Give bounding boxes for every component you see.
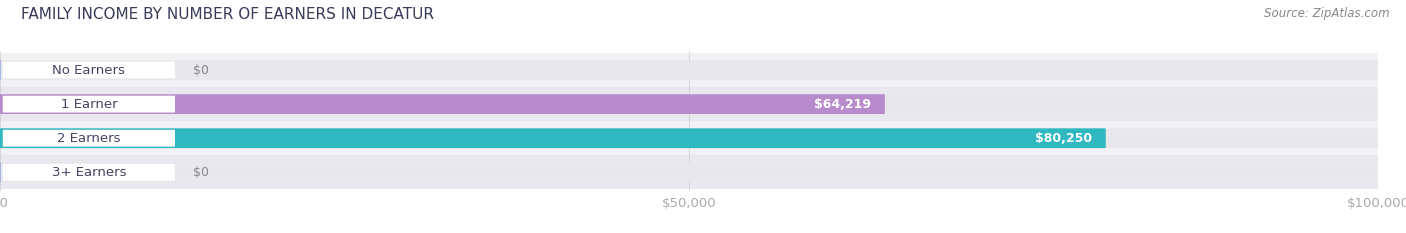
- Text: No Earners: No Earners: [52, 64, 125, 76]
- FancyBboxPatch shape: [3, 62, 174, 79]
- FancyBboxPatch shape: [3, 96, 174, 113]
- Text: 2 Earners: 2 Earners: [58, 132, 121, 145]
- FancyBboxPatch shape: [0, 128, 1378, 148]
- Text: $0: $0: [193, 166, 209, 179]
- Text: FAMILY INCOME BY NUMBER OF EARNERS IN DECATUR: FAMILY INCOME BY NUMBER OF EARNERS IN DE…: [21, 7, 434, 22]
- Text: $64,219: $64,219: [814, 98, 872, 111]
- FancyBboxPatch shape: [0, 121, 1378, 155]
- FancyBboxPatch shape: [0, 60, 1378, 80]
- Text: 1 Earner: 1 Earner: [60, 98, 117, 111]
- FancyBboxPatch shape: [3, 164, 174, 181]
- FancyBboxPatch shape: [0, 128, 1105, 148]
- FancyBboxPatch shape: [0, 53, 1378, 87]
- FancyBboxPatch shape: [0, 94, 1378, 114]
- FancyBboxPatch shape: [0, 87, 1378, 121]
- FancyBboxPatch shape: [0, 155, 1378, 189]
- FancyBboxPatch shape: [3, 130, 174, 147]
- FancyBboxPatch shape: [0, 94, 884, 114]
- Text: $80,250: $80,250: [1035, 132, 1092, 145]
- Text: $0: $0: [193, 64, 209, 76]
- Text: Source: ZipAtlas.com: Source: ZipAtlas.com: [1264, 7, 1389, 20]
- Text: 3+ Earners: 3+ Earners: [52, 166, 127, 179]
- FancyBboxPatch shape: [0, 162, 1378, 182]
